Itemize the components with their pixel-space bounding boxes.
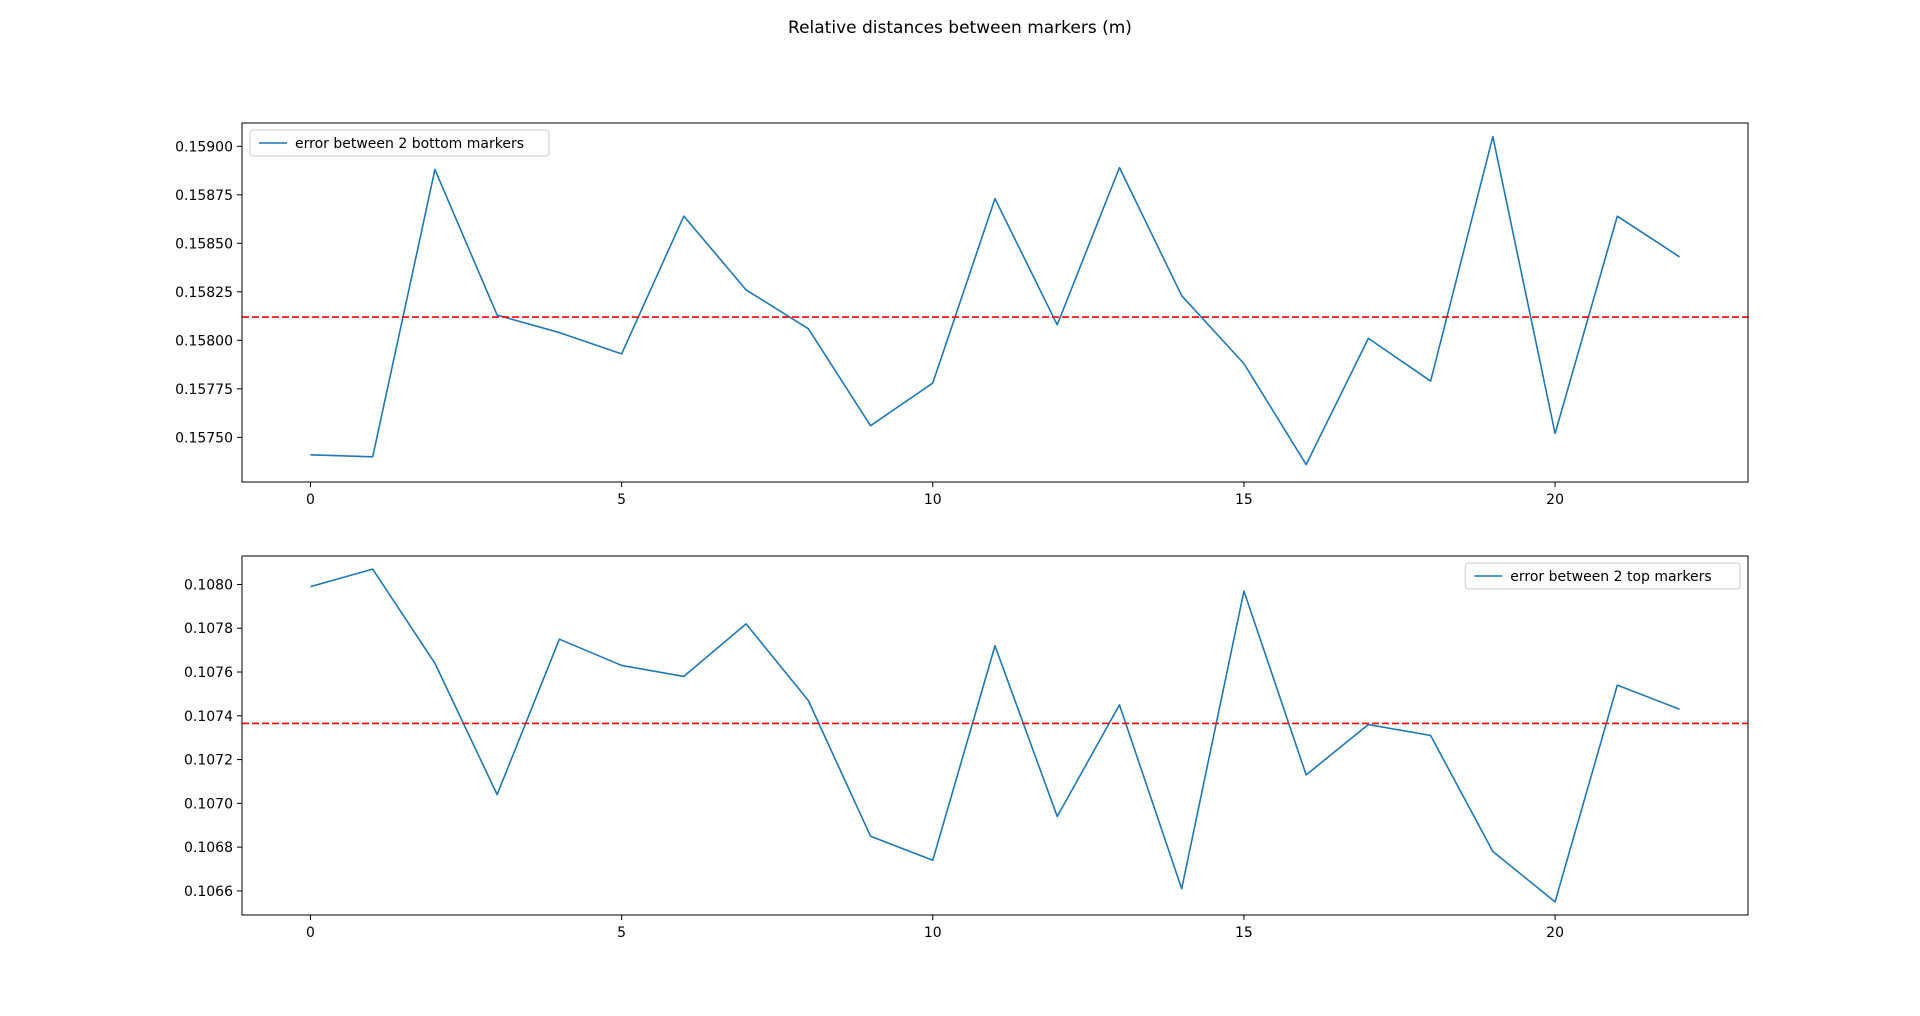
chart-1-y-tick-label: 0.1070: [184, 796, 233, 812]
chart-1-axes-frame: [241, 555, 1749, 916]
bottom-panel-top-markers: 0 5 10 15 20 0.1066 0.1068 0.1070 0.1072 0.1074 0.…: [184, 555, 1749, 941]
chart-1-series-line: [310, 568, 1680, 903]
chart-0-legend-label: error between 2 bottom markers: [295, 136, 524, 152]
chart-1-y-tick-label: 0.1072: [184, 753, 233, 769]
chart-0-y-tick-label: 0.15800: [175, 333, 233, 349]
chart-1-legend-box: [1464, 562, 1741, 590]
figure-title: Relative distances between markers (m): [788, 18, 1132, 38]
chart-1-x-tick-label: 20: [1546, 925, 1564, 941]
chart-1-y-tick-label: 0.1080: [184, 577, 233, 593]
chart-1-y-tick-label: 0.1066: [184, 884, 233, 900]
top-panel-bottom-markers: 0 5 10 15 20 0.15750 0.15775 0.15800 0.15825 0.15…: [175, 122, 1749, 508]
chart-0-y-tick-label: 0.15850: [175, 236, 233, 252]
chart-0-x-tick-label: 10: [924, 492, 942, 508]
chart-1-y-tick-label: 0.1078: [184, 621, 233, 637]
chart-1-legend-label: error between 2 top markers: [1510, 569, 1711, 585]
chart-1-y-tick-label: 0.1076: [184, 665, 233, 681]
chart-0-x-tick-label: 20: [1546, 492, 1564, 508]
chart-0-legend-box: [249, 129, 550, 157]
chart-0-y-tick-label: 0.15750: [175, 430, 233, 446]
chart-1-x-tick-label: 10: [924, 925, 942, 941]
chart-1-x-tick-label: 15: [1235, 925, 1253, 941]
chart-0-series-line: [310, 135, 1680, 466]
chart-0-axes-frame: [241, 122, 1749, 483]
chart-0-x-tick-label: 5: [617, 492, 626, 508]
chart-0-y-tick-label: 0.15825: [175, 285, 233, 301]
chart-0-y-tick-label: 0.15900: [175, 139, 233, 155]
chart-1-x-tick-label: 5: [617, 925, 626, 941]
chart-1-y-tick-label: 0.1068: [184, 840, 233, 856]
chart-1-legend: error between 2 top markers: [1464, 562, 1741, 590]
chart-0-legend: error between 2 bottom markers: [249, 129, 550, 157]
chart-0-y-tick-label: 0.15875: [175, 188, 233, 204]
chart-0-x-tick-label: 15: [1235, 492, 1253, 508]
chart-1-x-tick-label: 0: [306, 925, 315, 941]
chart-0-x-tick-label: 0: [306, 492, 315, 508]
chart-1-y-tick-label: 0.1074: [184, 709, 233, 725]
chart-0-y-tick-label: 0.15775: [175, 382, 233, 398]
